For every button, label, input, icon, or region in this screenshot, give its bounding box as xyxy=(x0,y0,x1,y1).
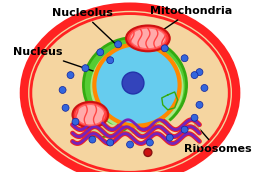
Ellipse shape xyxy=(144,148,152,156)
Ellipse shape xyxy=(181,126,188,133)
Ellipse shape xyxy=(146,139,153,146)
Ellipse shape xyxy=(191,114,198,121)
Ellipse shape xyxy=(67,72,74,79)
Ellipse shape xyxy=(90,43,184,131)
Ellipse shape xyxy=(62,104,69,111)
Ellipse shape xyxy=(191,72,198,79)
Ellipse shape xyxy=(73,102,108,128)
Text: Nucleus: Nucleus xyxy=(13,47,101,74)
Ellipse shape xyxy=(89,136,96,143)
Ellipse shape xyxy=(82,65,89,72)
Ellipse shape xyxy=(107,139,114,146)
Ellipse shape xyxy=(115,41,122,48)
Ellipse shape xyxy=(97,49,104,56)
Ellipse shape xyxy=(59,86,66,93)
Ellipse shape xyxy=(107,57,114,64)
Ellipse shape xyxy=(94,44,180,126)
Ellipse shape xyxy=(196,101,203,108)
Polygon shape xyxy=(88,108,130,138)
Ellipse shape xyxy=(130,28,166,49)
Ellipse shape xyxy=(181,55,188,62)
Ellipse shape xyxy=(72,118,79,125)
Text: Mitochondria: Mitochondria xyxy=(150,6,233,33)
Ellipse shape xyxy=(127,141,134,148)
Ellipse shape xyxy=(201,85,208,92)
Ellipse shape xyxy=(166,134,173,141)
Ellipse shape xyxy=(83,37,187,133)
Ellipse shape xyxy=(122,72,144,94)
Ellipse shape xyxy=(24,7,236,173)
Ellipse shape xyxy=(126,25,170,51)
Text: Nucleolus: Nucleolus xyxy=(52,8,135,62)
Ellipse shape xyxy=(161,45,168,52)
Ellipse shape xyxy=(196,69,203,76)
Polygon shape xyxy=(162,92,178,110)
Text: Ribosomes: Ribosomes xyxy=(183,123,251,154)
Ellipse shape xyxy=(76,104,105,125)
